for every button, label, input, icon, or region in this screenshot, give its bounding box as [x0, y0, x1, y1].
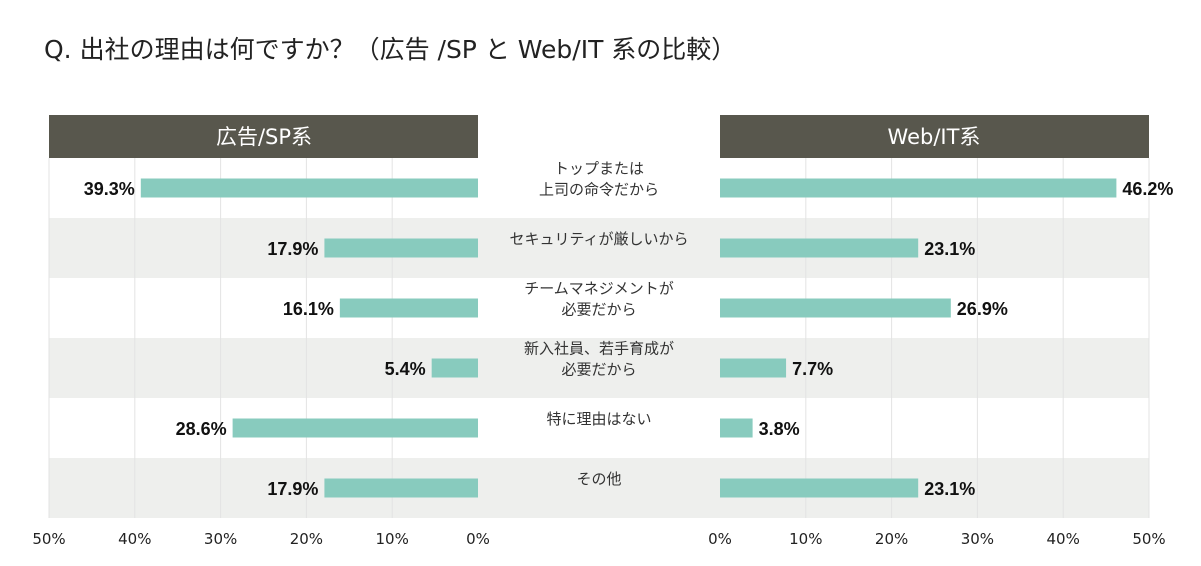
value-label-right: 3.8% [759, 419, 800, 439]
category-label: 新入社員、若手育成が [524, 340, 674, 358]
value-label-left: 16.1% [283, 299, 334, 319]
value-label-left: 17.9% [267, 239, 318, 259]
bar-left [324, 478, 478, 498]
category-label: チームマネジメントが [524, 280, 674, 298]
gridlines [48, 158, 1150, 518]
value-label-left: 5.4% [385, 359, 426, 379]
tick-label-right: 10% [789, 530, 822, 548]
value-label-right: 26.9% [957, 299, 1008, 319]
tick-label-left: 10% [376, 530, 409, 548]
row-band [49, 338, 1149, 398]
bar-right [720, 178, 1117, 198]
category-label: その他 [576, 470, 621, 488]
bar-right [720, 478, 919, 498]
tick-label-right: 40% [1047, 530, 1080, 548]
bar-left [232, 418, 478, 438]
category-label: セキュリティが厳しいから [509, 230, 688, 248]
bars [140, 178, 1117, 498]
tick-label-left: 40% [118, 530, 151, 548]
value-label-right: 7.7% [792, 359, 833, 379]
axis-ticks: 50% 40% 30% 20% 10% 0% 0% 10% 20% 30% 40% 50% [32, 530, 1165, 548]
value-labels: 39.3% 46.2% 17.9% 23.1% 16.1% 26.9% 5.4% 7.7% 28… [84, 179, 1174, 499]
chart-title: Q. 出社の理由は何ですか？（広告 /SP と Web/IT 系の比較） [44, 35, 736, 64]
tick-label-right: 30% [961, 530, 994, 548]
left-series-name: 広告/SP系 [216, 125, 312, 149]
tick-label-left: 30% [204, 530, 237, 548]
value-label-right: 46.2% [1122, 179, 1173, 199]
category-label: 必要だから [561, 361, 636, 379]
right-series-name: Web/IT系 [888, 125, 981, 149]
right-header [720, 115, 1149, 158]
category-label: 必要だから [561, 301, 636, 319]
row-band [49, 458, 1149, 518]
tick-label-left: 20% [290, 530, 323, 548]
tick-label-right: 0% [708, 530, 732, 548]
bar-right [720, 238, 919, 258]
value-label-right: 23.1% [924, 239, 975, 259]
bar-right [720, 418, 753, 438]
bar-left [324, 238, 478, 258]
category-label: 上司の命令だから [539, 181, 659, 199]
bar-left [339, 298, 478, 318]
value-label-left: 17.9% [267, 479, 318, 499]
tick-label-left: 50% [32, 530, 65, 548]
tick-label-left: 0% [466, 530, 490, 548]
value-label-left: 39.3% [84, 179, 135, 199]
value-label-left: 28.6% [176, 419, 227, 439]
category-label: 特に理由はない [546, 410, 651, 428]
bar-left [140, 178, 478, 198]
row-band [49, 218, 1149, 278]
bar-left [431, 358, 478, 378]
value-label-right: 23.1% [924, 479, 975, 499]
tick-label-right: 20% [875, 530, 908, 548]
row-backgrounds [49, 218, 1149, 518]
category-label: トップまたは [554, 160, 644, 178]
left-header [49, 115, 478, 158]
category-labels: トップまたは上司の命令だからセキュリティが厳しいからチームマネジメントが必要だか… [509, 160, 688, 489]
tick-label-right: 50% [1132, 530, 1165, 548]
bar-right [720, 298, 951, 318]
bar-right [720, 358, 787, 378]
